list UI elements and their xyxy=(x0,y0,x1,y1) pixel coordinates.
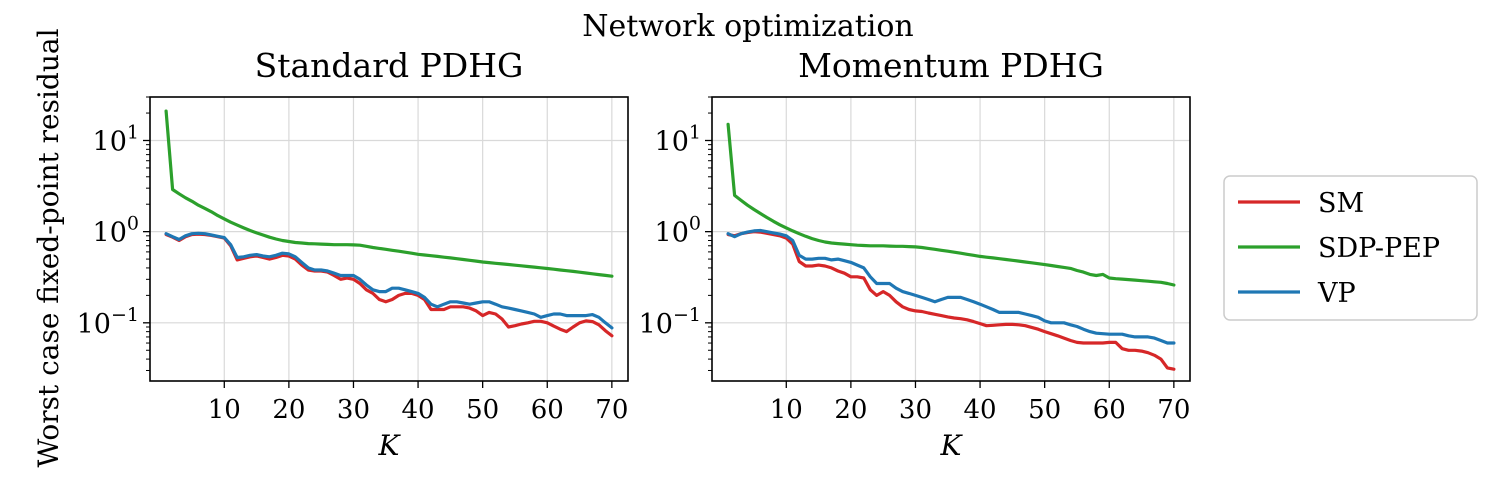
chart1-ytick-base-2: 10 xyxy=(77,309,111,340)
chart2-xtick-label-30: 30 xyxy=(899,395,932,425)
chart2-ytick-exp-1: 0 xyxy=(689,213,701,235)
chart1-xlabel: K xyxy=(378,429,402,462)
chart2-ytick-label-0: 101 xyxy=(655,121,701,157)
y-axis-label: Worst case fixed-point residual xyxy=(32,28,65,467)
legend-entry-sdp-pep: SDP-PEP xyxy=(1238,233,1440,264)
legend-label-sdp-pep: SDP-PEP xyxy=(1318,233,1440,264)
chart1-xtick-label-10: 10 xyxy=(208,395,241,425)
chart1-xtick-label-50: 50 xyxy=(466,395,499,425)
chart2-ytick-label-2: 10−1 xyxy=(639,304,701,340)
chart2-line-sdp-pep xyxy=(726,122,1176,287)
chart2-xtick-label-60: 60 xyxy=(1093,395,1126,425)
chart1-ytick-exp-2: −1 xyxy=(111,304,139,326)
legend-entry-sm: SM xyxy=(1238,188,1364,219)
chart2-title: Momentum PDHG xyxy=(798,46,1104,85)
legend-frame xyxy=(1223,175,1478,321)
chart2-xtick-label-70: 70 xyxy=(1157,395,1190,425)
chart1-series xyxy=(164,109,614,338)
chart1-xtick-label-60: 60 xyxy=(531,395,564,425)
chart1-xtick-label-20: 20 xyxy=(272,395,305,425)
chart1-line-sdp-pep xyxy=(164,109,614,278)
chart1-frame xyxy=(149,96,629,382)
chart1-line-sm xyxy=(164,232,614,338)
chart1-title: Standard PDHG xyxy=(255,46,524,85)
chart1-xtick-label-70: 70 xyxy=(595,395,628,425)
chart1-ytick-exp-1: 0 xyxy=(127,213,139,235)
chart2-xtick-label-20: 20 xyxy=(834,395,867,425)
chart2-frame xyxy=(711,96,1191,382)
chart1-xtick-label-40: 40 xyxy=(402,395,435,425)
chart2-xtick-label-10: 10 xyxy=(770,395,803,425)
chart2-xlabel: K xyxy=(940,429,964,462)
chart2-ytick-label-1: 100 xyxy=(655,213,701,249)
chart1-ytick-base-1: 10 xyxy=(93,218,127,249)
chart1-line-vp xyxy=(164,231,614,330)
suptitle: Network optimization xyxy=(582,9,914,44)
chart2-ytick-exp-2: −1 xyxy=(673,304,701,326)
chart1-ytick-base-0: 10 xyxy=(93,126,127,157)
legend-label-sm: SM xyxy=(1318,188,1364,219)
chart2-line-vp xyxy=(726,228,1176,345)
chart1-ytick-label-2: 10−1 xyxy=(77,304,139,340)
chart2-xtick-label-50: 50 xyxy=(1028,395,1061,425)
chart2-series xyxy=(726,122,1176,371)
chart2-ytick-base-1: 10 xyxy=(655,218,689,249)
chart2-ytick-base-0: 10 xyxy=(655,126,689,157)
legend: SM SDP-PEP VP xyxy=(1223,175,1478,321)
legend-entry-vp: VP xyxy=(1238,278,1356,309)
chart2-ytick-base-2: 10 xyxy=(639,309,673,340)
chart2-ytick-exp-0: 1 xyxy=(689,121,701,143)
legend-label-vp: VP xyxy=(1317,278,1356,309)
chart2-line-sm xyxy=(726,230,1176,371)
chart1-ytick-label-0: 101 xyxy=(93,121,139,157)
chart1-ytick-exp-0: 1 xyxy=(127,121,139,143)
chart1-xtick-label-30: 30 xyxy=(337,395,370,425)
chart1-ytick-label-1: 100 xyxy=(93,213,139,249)
chart2-xtick-label-40: 40 xyxy=(964,395,997,425)
